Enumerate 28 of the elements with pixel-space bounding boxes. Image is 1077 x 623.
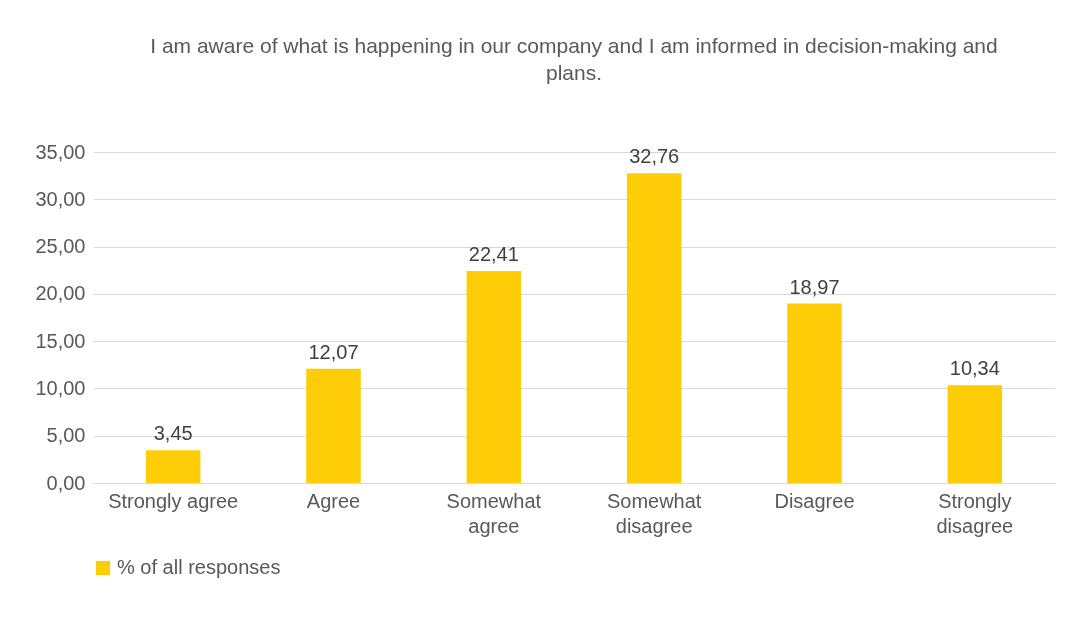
bar — [626, 173, 682, 483]
data-label: 12,07 — [308, 340, 359, 363]
bar — [306, 368, 361, 483]
legend-label: % of all responses — [117, 556, 281, 578]
y-tick-label: 15,00 — [35, 329, 86, 352]
bar — [145, 450, 201, 483]
data-label: 32,76 — [629, 145, 680, 168]
bar — [466, 271, 522, 483]
bar — [787, 303, 842, 483]
y-tick-label: 35,00 — [35, 140, 86, 163]
chart-title: I am aware of what is happening in our company and I am informed in decision-making and plans. — [150, 34, 998, 84]
x-tick-label: Strongly disagree — [936, 489, 1014, 537]
y-tick-label: 25,00 — [35, 235, 86, 258]
x-tick-label: Strongly agree — [108, 489, 239, 512]
x-tick-label: Somewhat agree — [446, 489, 542, 537]
data-label: 10,34 — [949, 357, 1000, 380]
data-label: 18,97 — [789, 275, 840, 298]
data-label: 3,45 — [153, 422, 193, 445]
y-tick-label: 0,00 — [46, 471, 86, 494]
bar — [947, 385, 1003, 483]
y-tick-label: 30,00 — [35, 187, 86, 210]
y-tick-label: 5,00 — [46, 424, 86, 447]
x-tick-label: Disagree — [774, 489, 855, 512]
y-tick-label: 10,00 — [35, 376, 86, 399]
x-tick-label: Agree — [306, 489, 361, 512]
y-tick-label: 20,00 — [35, 282, 86, 305]
x-tick-label: Somewhat disagree — [606, 489, 702, 537]
data-label: 22,41 — [468, 243, 519, 266]
